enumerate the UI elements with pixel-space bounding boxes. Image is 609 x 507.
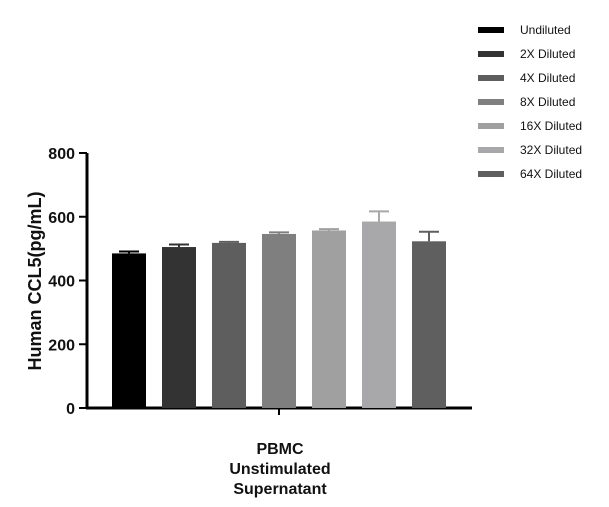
y-tick-label: 800	[48, 146, 75, 163]
legend-item: 8X Diluted	[478, 90, 603, 114]
legend-label: 2X Diluted	[520, 47, 576, 61]
legend-swatch	[478, 171, 504, 177]
bar	[312, 230, 346, 408]
bar	[262, 233, 296, 408]
legend-swatch	[478, 147, 504, 153]
legend-item: 16X Diluted	[478, 114, 603, 138]
legend-label: 16X Diluted	[520, 119, 583, 133]
axes: 0 200 400 600 800	[48, 146, 472, 418]
category-label-line: Supernatant	[233, 481, 327, 498]
bar	[162, 247, 196, 408]
legend-item: Undiluted	[478, 18, 603, 42]
legend-item: 2X Diluted	[478, 42, 603, 66]
bar	[412, 241, 446, 408]
bars	[112, 210, 446, 408]
category-label: PBMC Unstimulated Supernatant	[205, 440, 355, 500]
bar	[362, 221, 396, 408]
legend-label: 4X Diluted	[520, 71, 576, 85]
legend-swatch	[478, 27, 504, 33]
category-label-line: Unstimulated	[229, 461, 331, 478]
legend: Undiluted 2X Diluted 4X Diluted 8X Diluted 1…	[478, 18, 603, 186]
legend-swatch	[478, 99, 504, 105]
legend-label: 32X Diluted	[520, 143, 583, 157]
legend-swatch	[478, 123, 504, 129]
legend-item: 4X Diluted	[478, 66, 603, 90]
legend-swatch	[478, 75, 504, 81]
legend-label: 8X Diluted	[520, 95, 576, 109]
y-tick-label: 200	[48, 337, 75, 354]
category-label-line: PBMC	[256, 441, 304, 458]
legend-label: Undiluted	[520, 23, 571, 37]
legend-swatch	[478, 51, 504, 57]
y-axis-label: Human CCL5(pg/mL)	[25, 192, 45, 371]
legend-label: 64X Diluted	[520, 167, 583, 181]
y-tick-label: 600	[48, 210, 75, 227]
legend-item: 64X Diluted	[478, 162, 603, 186]
y-tick-label: 0	[66, 401, 75, 418]
legend-item: 32X Diluted	[478, 138, 603, 162]
bar	[112, 253, 146, 408]
y-tick-label: 400	[48, 274, 75, 291]
bar	[212, 242, 246, 408]
